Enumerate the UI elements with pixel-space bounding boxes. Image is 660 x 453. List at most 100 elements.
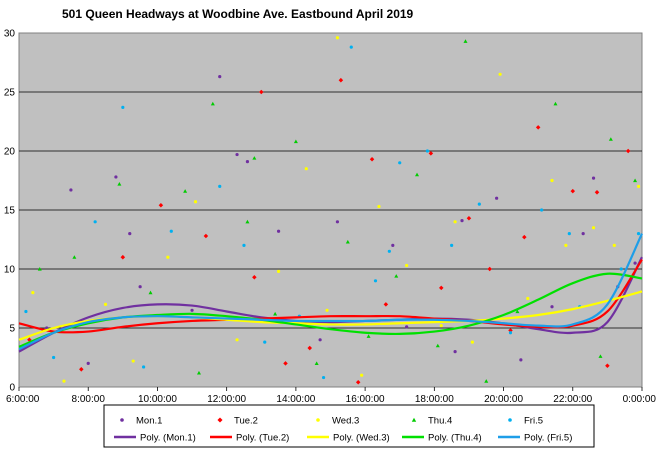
legend: Mon.1 Tue.2 Wed.3 Thu.4 Fri.5 Poly. (Mon.1) Po… (114, 416, 572, 444)
point-Mon.1 (391, 243, 395, 247)
legend-label: Poly. (Fri.5) (524, 433, 572, 444)
x-tick-label: 10:00:00 (138, 394, 177, 405)
point-Thu.4 (148, 290, 153, 295)
trendline-Poly. (Tue.2) (18, 258, 643, 334)
point-Thu.4 (515, 309, 520, 314)
point-Wed.3 (636, 184, 641, 188)
point-Tue.2 (283, 361, 288, 366)
point-Tue.2 (535, 125, 541, 130)
point-Thu.4 (252, 156, 257, 160)
point-Thu.4 (273, 311, 278, 316)
trendline-Poly. (Mon.1) (18, 256, 643, 353)
x-tick-label: 0:00:00 (623, 394, 657, 405)
trendlines (18, 233, 643, 353)
point-Fri.5 (169, 229, 173, 233)
chart-title: 501 Queen Headways at Woodbine Ave. East… (62, 7, 414, 21)
point-Fri.5 (619, 267, 623, 271)
point-Mon.1 (86, 361, 90, 365)
point-Thu.4 (210, 101, 215, 106)
y-tick-label: 10 (4, 265, 16, 276)
point-Thu.4 (245, 219, 250, 224)
point-Tue.2 (466, 215, 472, 221)
point-Tue.2 (307, 345, 312, 351)
point-Mon.1 (138, 285, 142, 289)
point-Tue.2 (252, 274, 257, 280)
point-Thu.4 (117, 182, 122, 186)
legend-marker (316, 418, 320, 422)
point-Thu.4 (435, 343, 440, 348)
point-Mon.1 (276, 229, 281, 233)
point-Thu.4 (553, 101, 558, 106)
y-tick-label: 0 (9, 383, 15, 394)
legend-box (103, 404, 595, 448)
x-tick-label: 12:00:00 (207, 394, 246, 405)
point-Thu.4 (183, 189, 188, 193)
legend-label: Poly. (Mon.1) (140, 433, 196, 444)
legend-marker (411, 417, 417, 422)
point-Tue.2 (487, 266, 492, 272)
point-Wed.3 (405, 263, 409, 268)
y-tick-label: 15 (4, 206, 16, 217)
point-Tue.2 (369, 156, 375, 162)
x-tick-label: 16:00:00 (346, 394, 385, 405)
point-Wed.3 (335, 36, 340, 40)
y-axis-ticks: 0 5 10 15 20 25 30 (4, 29, 16, 394)
point-Mon.1 (235, 152, 239, 157)
point-Tue.2 (438, 285, 444, 291)
x-tick-label: 6:00:00 (6, 394, 40, 405)
point-Mon.1 (519, 358, 523, 362)
x-tick-label: 14:00:00 (276, 394, 315, 405)
point-Mon.1 (591, 176, 596, 180)
point-Fri.5 (398, 161, 402, 165)
point-Thu.4 (415, 172, 420, 177)
x-axis-ticks: 6:00:00 8:00:00 10:00:00 12:00:00 14:00:00 16… (6, 387, 656, 405)
point-Wed.3 (131, 359, 135, 363)
legend-marker (508, 418, 512, 422)
point-Wed.3 (325, 308, 329, 312)
y-tick-label: 5 (9, 324, 15, 335)
point-Mon.1 (245, 160, 250, 164)
point-Wed.3 (103, 302, 108, 306)
x-tick-label: 8:00:00 (72, 394, 106, 405)
point-Fri.5 (387, 249, 391, 253)
point-Mon.1 (550, 305, 554, 309)
point-Wed.3 (166, 255, 170, 259)
point-Wed.3 (62, 379, 66, 383)
point-Fri.5 (142, 365, 146, 369)
point-Thu.4 (196, 370, 201, 375)
point-Wed.3 (360, 373, 364, 377)
point-Wed.3 (526, 296, 530, 301)
point-Tue.2 (120, 254, 126, 260)
point-Mon.1 (405, 325, 409, 329)
point-Wed.3 (498, 72, 502, 76)
legend-label: Mon.1 (136, 416, 162, 427)
point-Fri.5 (321, 375, 326, 380)
x-tick-label: 20:00:00 (484, 394, 523, 405)
point-Thu.4 (37, 267, 42, 271)
x-tick-label: 18:00:00 (415, 394, 454, 405)
point-Tue.2 (508, 328, 513, 333)
point-Mon.1 (633, 261, 637, 265)
legend-marker (120, 418, 124, 422)
point-Mon.1 (190, 308, 194, 312)
y-tick-label: 25 (4, 88, 16, 99)
point-Thu.4 (608, 137, 613, 141)
point-Mon.1 (69, 188, 73, 192)
point-Thu.4 (345, 239, 350, 244)
point-Mon.1 (318, 338, 322, 342)
point-Wed.3 (193, 200, 198, 204)
point-Thu.4 (293, 139, 298, 144)
point-Thu.4 (72, 255, 77, 259)
point-Wed.3 (470, 340, 475, 344)
legend-marker (217, 417, 223, 423)
point-Wed.3 (612, 243, 616, 247)
point-Wed.3 (564, 243, 568, 247)
legend-label: Poly. (Tue.2) (236, 433, 289, 444)
point-Wed.3 (453, 220, 457, 224)
point-Wed.3 (377, 204, 381, 209)
point-Fri.5 (349, 45, 353, 49)
point-Fri.5 (373, 279, 378, 283)
point-Wed.3 (550, 178, 554, 183)
point-Thu.4 (484, 379, 489, 383)
point-Thu.4 (633, 178, 638, 183)
